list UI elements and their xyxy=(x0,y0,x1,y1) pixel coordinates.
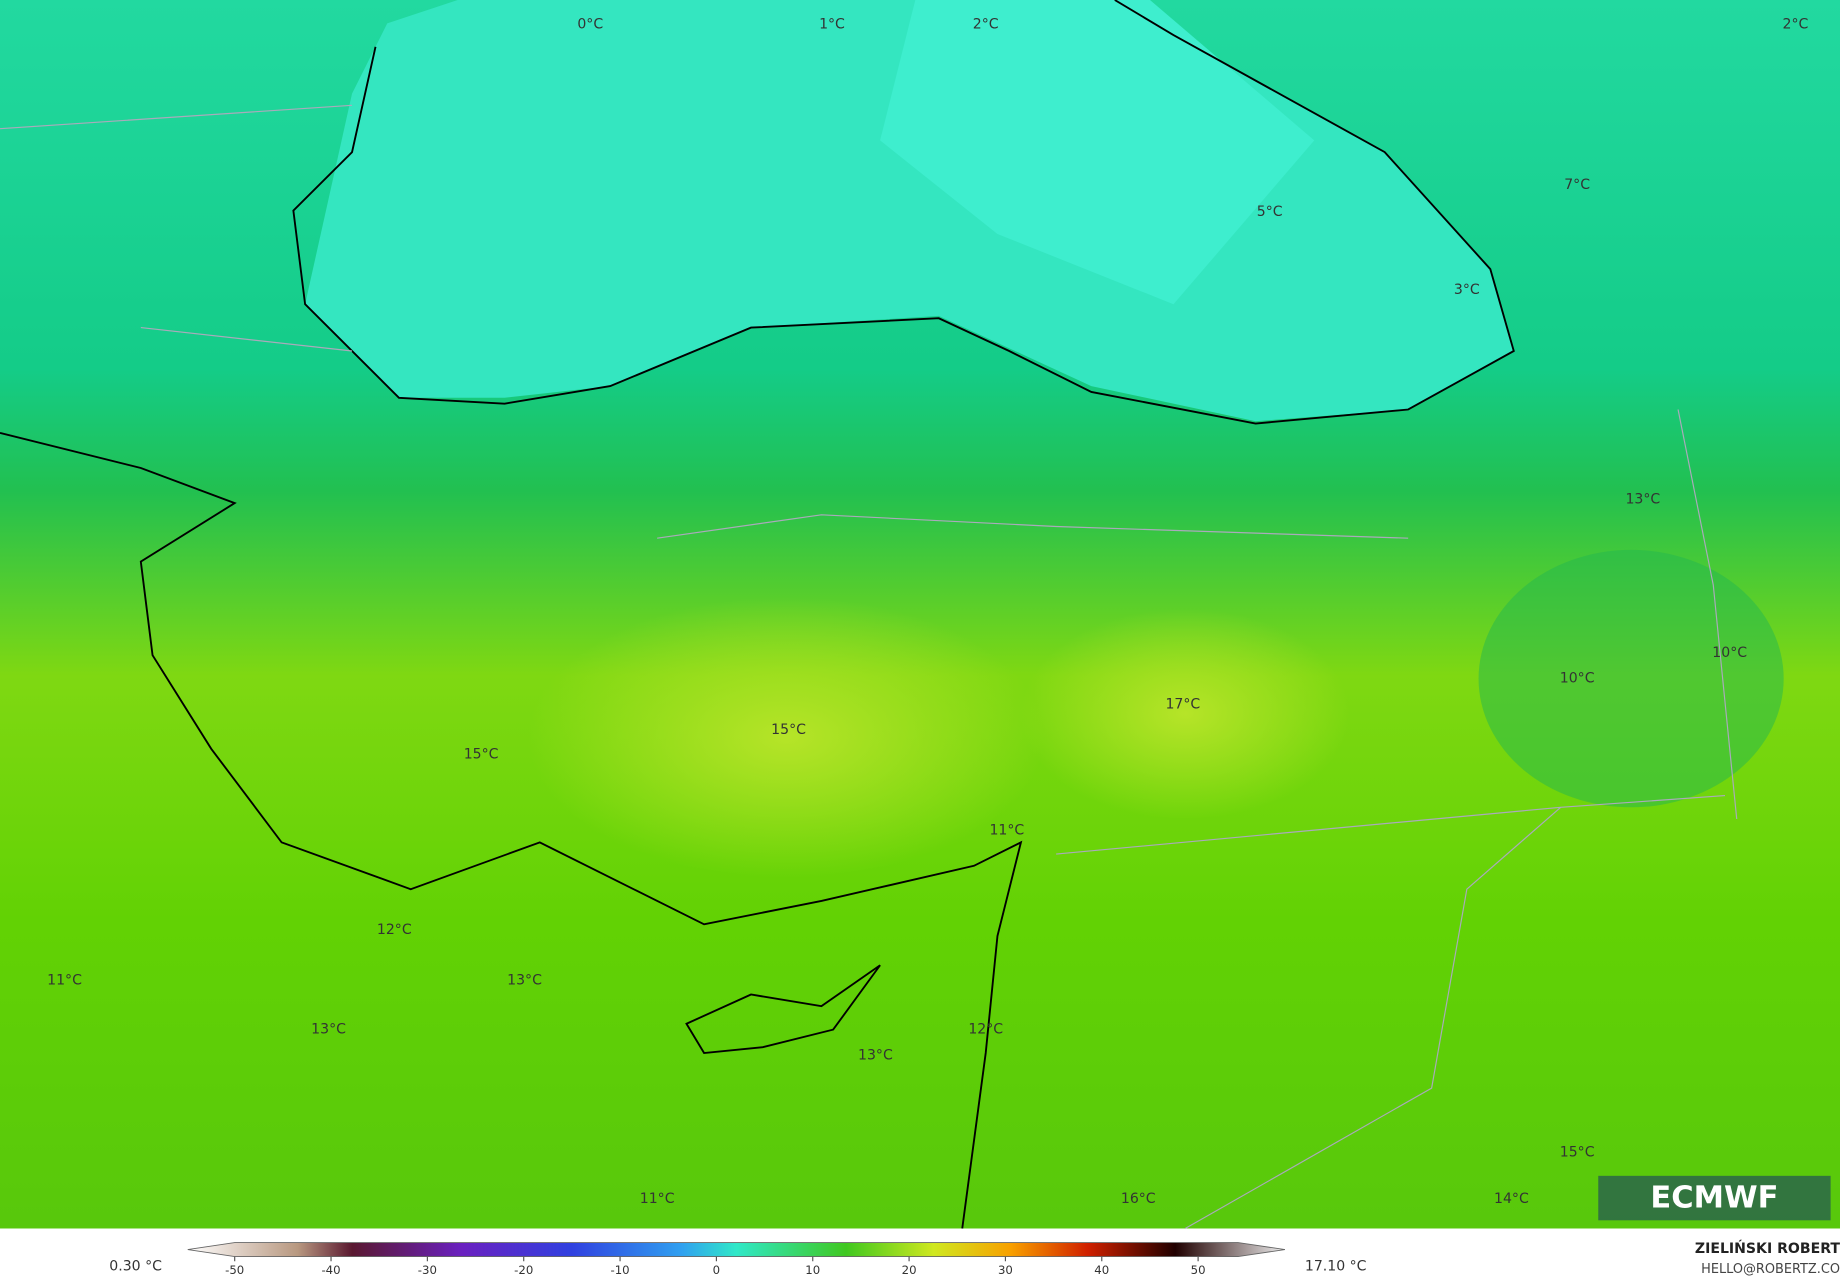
borders xyxy=(0,104,1738,1230)
temperature-label: 10°C xyxy=(1712,645,1747,661)
temperature-label: 15°C xyxy=(464,747,499,763)
temperature-label: 11°C xyxy=(989,823,1024,839)
temperature-labels: 0°C 1°C 2°C 2°C 5°C 7°C 3°C 13°C 10°C 10°C 17°C 15°… xyxy=(47,17,1808,1208)
map xyxy=(0,0,1840,1230)
temperature-label: 13°C xyxy=(311,1022,346,1038)
temperature-label: 14°C xyxy=(1494,1191,1529,1207)
logo: ECMWF xyxy=(1650,1180,1778,1215)
legend-min: 0.30 °C xyxy=(109,1259,162,1275)
colorbar-tick-label: -50 xyxy=(225,1263,244,1277)
temperature-label: 13°C xyxy=(1625,492,1660,508)
temperature-label: 11°C xyxy=(47,972,82,988)
temperature-label: 15°C xyxy=(771,722,806,738)
colorbar-tick-label: 40 xyxy=(1094,1263,1109,1277)
temperature-label: 13°C xyxy=(507,972,542,988)
colorbar-tick-label: 0 xyxy=(713,1263,720,1277)
temperature-label: 2°C xyxy=(1782,17,1808,33)
colorbar xyxy=(187,1242,1286,1258)
colorbar-tick-label: -20 xyxy=(514,1263,533,1277)
colorbar-tick-label: 20 xyxy=(902,1263,917,1277)
temperature-label: 11°C xyxy=(640,1191,675,1207)
warm-area xyxy=(1020,608,1350,819)
temperature-label: 3°C xyxy=(1454,282,1480,298)
temperature-label: 2°C xyxy=(973,17,999,33)
coastline xyxy=(0,431,1023,1229)
colorbar-tick-label: -30 xyxy=(418,1263,437,1277)
warm-area xyxy=(528,596,1045,878)
cyprus xyxy=(685,964,881,1054)
temperature-label: 13°C xyxy=(858,1047,893,1063)
temperature-label: 12°C xyxy=(968,1022,1003,1038)
temperature-label: 15°C xyxy=(1560,1144,1595,1160)
author: ZIELIŃSKI ROBERT xyxy=(1695,1239,1840,1257)
black-sea-coast xyxy=(292,0,1515,425)
cold-core xyxy=(880,0,1315,305)
temperature-label: 1°C xyxy=(819,17,845,33)
temperature-label: 17°C xyxy=(1165,696,1200,712)
colorbar-tick-label: 30 xyxy=(998,1263,1013,1277)
contact: HELLO@ROBERTZ.CO xyxy=(1701,1262,1840,1277)
colorbar-tick-label: 10 xyxy=(805,1263,820,1277)
temperature-label: 5°C xyxy=(1257,204,1283,220)
temperature-label: 0°C xyxy=(577,17,603,33)
colorbar-ticks: -50 -40 -30 -20 -10 0 10 20 30 40 50 xyxy=(225,1256,1206,1277)
colorbar-tick-label: -40 xyxy=(321,1263,340,1277)
temperature-label: 12°C xyxy=(377,922,412,938)
logo-box xyxy=(1598,1175,1831,1221)
legend-max: 17.10 °C xyxy=(1305,1259,1367,1275)
colorbar-tick-label: -10 xyxy=(610,1263,629,1277)
cool-area xyxy=(1478,549,1784,808)
temperature-label: 10°C xyxy=(1560,671,1595,687)
temperature-label: 7°C xyxy=(1564,177,1590,193)
temperature-label: 16°C xyxy=(1121,1191,1156,1207)
colorbar-tick-label: 50 xyxy=(1191,1263,1206,1277)
